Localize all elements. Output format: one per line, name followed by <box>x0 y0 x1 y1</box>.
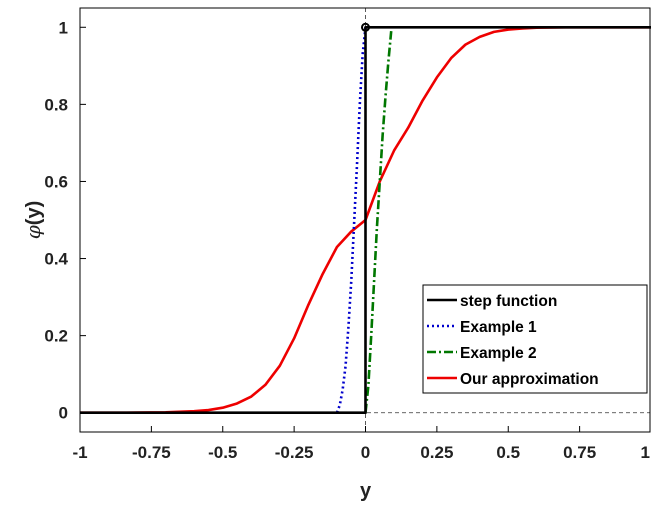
x-tick-label: 0.25 <box>420 443 453 462</box>
series-layer <box>80 22 651 415</box>
x-tick-label: 0.5 <box>496 443 520 462</box>
series-marker-step-function <box>361 22 370 32</box>
x-tick-label: -0.5 <box>208 443 237 462</box>
y-axis-label-arg: (y) <box>23 201 45 225</box>
x-tick-label: -0.75 <box>132 443 171 462</box>
legend: step function Example 1 Example 2 Our appro… <box>422 284 648 394</box>
x-tick-label: 1 <box>641 443 650 462</box>
x-axis-label: y <box>360 480 372 502</box>
y-tick-label: 0.6 <box>44 172 68 191</box>
x-axis-ticks: -1 -0.75 -0.5 -0.25 0 0.25 0.5 0.75 1 <box>72 426 651 462</box>
legend-label-example-2: Example 2 <box>460 345 537 362</box>
legend-label-example-1: Example 1 <box>460 319 537 336</box>
series-line-example-2 <box>364 31 393 413</box>
legend-label-our-approximation: Our approximation <box>460 371 599 388</box>
y-tick-label: 0 <box>59 404 68 423</box>
series-line-step-function <box>80 25 651 415</box>
x-tick-label: -0.25 <box>275 443 314 462</box>
legend-box <box>422 284 648 394</box>
x-tick-label: 0.75 <box>563 443 596 462</box>
x-tick-label: 0 <box>361 443 370 462</box>
y-tick-label: 1 <box>59 18 68 37</box>
y-axis-label: φ(y) <box>21 201 45 239</box>
x-tick-label: -1 <box>72 443 87 462</box>
y-tick-label: 0.2 <box>44 327 68 346</box>
y-axis-ticks: 0 0.2 0.4 0.6 0.8 1 <box>44 18 86 423</box>
legend-label-step-function: step function <box>460 293 557 310</box>
y-tick-label: 0.4 <box>44 250 68 269</box>
y-tick-label: 0.8 <box>44 95 68 114</box>
y-axis-label-symbol: φ <box>21 225 45 239</box>
series-line-example-1 <box>335 27 367 414</box>
